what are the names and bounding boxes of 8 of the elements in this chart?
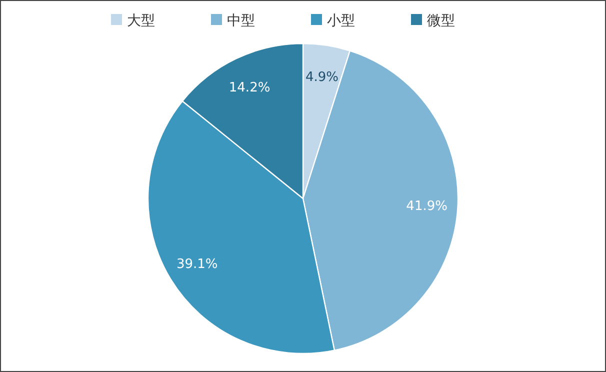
legend-label: 大型 <box>127 13 155 29</box>
legend-label: 小型 <box>327 13 355 29</box>
data-label: 14.2% <box>228 80 270 96</box>
data-label: 41.9% <box>406 198 448 214</box>
legend-label: 中型 <box>227 13 255 29</box>
data-label: 39.1% <box>176 257 218 272</box>
legend-label: 微型 <box>427 13 455 29</box>
data-label: 4.9% <box>305 70 339 85</box>
